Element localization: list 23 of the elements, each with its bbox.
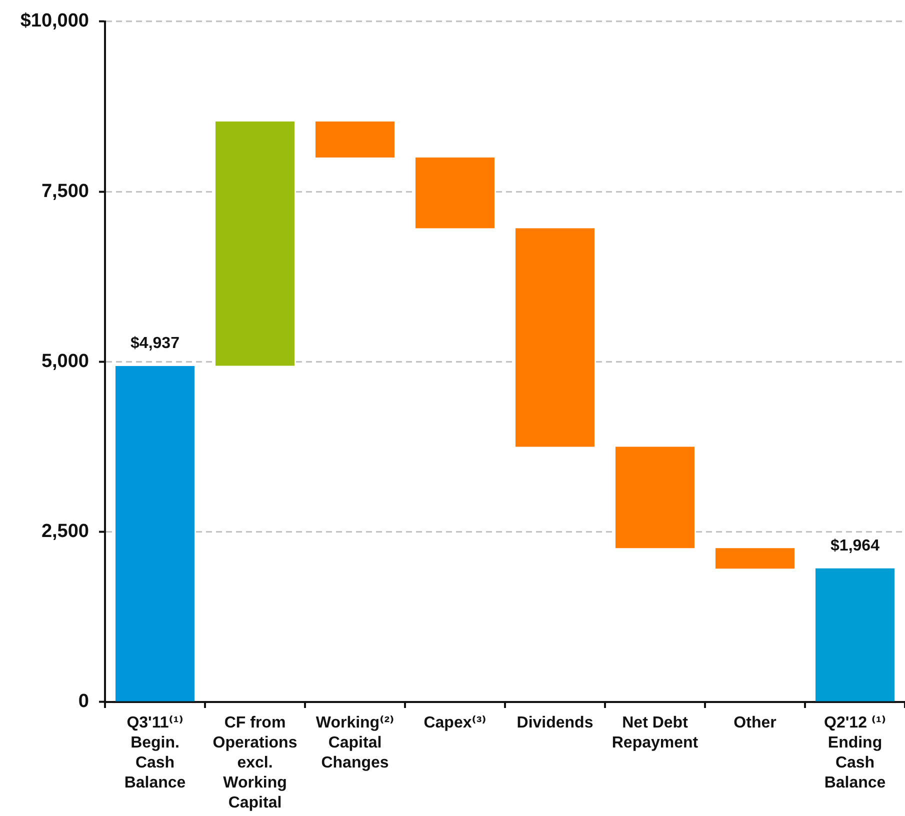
y-tick-label: $10,000	[20, 10, 89, 32]
bar	[516, 228, 594, 447]
x-tick-label: Net Debt Repayment	[612, 714, 699, 752]
y-tick-label: 0	[78, 691, 89, 712]
x-tick-label: CF from Operations excl. Working Capital	[212, 714, 298, 812]
data-label: $4,937	[130, 334, 180, 352]
y-tick-label: 5,000	[41, 350, 89, 372]
bar	[316, 121, 394, 158]
y-tick-label: 7,500	[41, 180, 89, 202]
bar	[816, 568, 894, 702]
x-tick-label: Working⁽²⁾ Capital Changes	[316, 714, 394, 772]
x-tick-label: Q2'12 ⁽¹⁾ Ending Cash Balance	[824, 714, 886, 792]
bar	[616, 446, 694, 548]
data-label: $1,964	[830, 537, 880, 554]
x-tick-label: Q3'11⁽¹⁾ Begin. Cash Balance	[124, 714, 186, 792]
x-tick-label: Other	[734, 714, 776, 732]
bar	[716, 548, 794, 569]
bar	[416, 158, 494, 228]
x-tick-label: Capex⁽³⁾	[424, 714, 486, 732]
x-tick-label: Dividends	[516, 714, 594, 732]
bar	[216, 121, 294, 366]
bar	[116, 366, 194, 702]
y-tick-label: 2,500	[41, 521, 89, 542]
